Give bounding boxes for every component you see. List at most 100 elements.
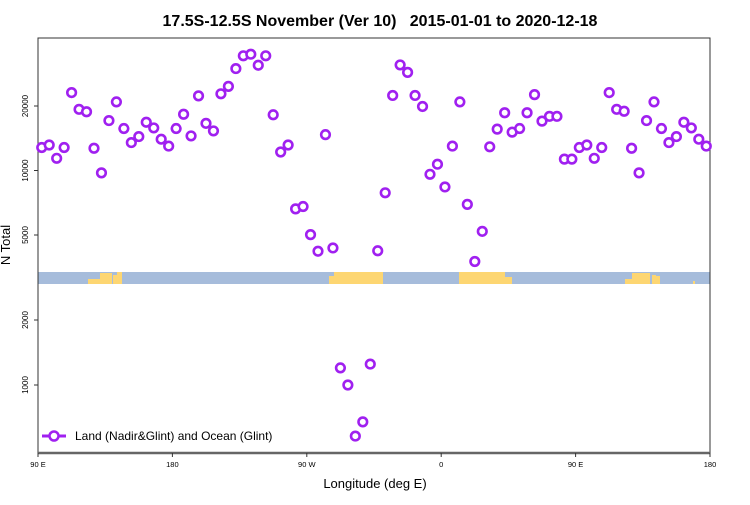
x-tick-label: 0	[439, 460, 443, 469]
data-point	[260, 50, 272, 62]
data-point	[297, 200, 309, 213]
data-point	[178, 108, 190, 120]
data-point	[379, 187, 391, 199]
land-ocean-band	[38, 272, 710, 284]
data-point	[185, 130, 197, 142]
data-point	[693, 133, 705, 145]
data-point	[207, 125, 220, 137]
data-point	[110, 96, 122, 108]
legend-label: Land (Nadir&Glint) and Ocean (Glint)	[75, 429, 272, 443]
x-axis-label: Longitude (deg E)	[323, 476, 426, 491]
data-point	[95, 167, 108, 179]
y-tick-label: 20000	[21, 94, 30, 117]
land-segment	[652, 275, 656, 284]
data-point	[170, 122, 182, 135]
data-point	[312, 245, 324, 257]
data-point	[282, 139, 294, 151]
data-point	[275, 146, 287, 158]
data-point	[551, 110, 563, 122]
data-point	[334, 362, 347, 374]
data-point	[521, 107, 533, 119]
data-point	[372, 245, 384, 257]
data-point	[409, 89, 421, 102]
data-point	[700, 140, 712, 152]
land-segment	[329, 276, 335, 284]
land-segment	[100, 273, 112, 284]
land-segment	[693, 281, 695, 284]
data-point	[200, 117, 212, 129]
data-point	[424, 168, 436, 180]
data-point	[528, 89, 541, 101]
data-point	[678, 116, 690, 128]
data-point	[640, 114, 653, 127]
data-point	[215, 88, 227, 100]
data-point	[431, 158, 444, 170]
land-segment	[505, 277, 512, 284]
data-point	[349, 430, 361, 442]
data-point	[536, 115, 548, 127]
data-point	[43, 139, 55, 151]
data-point	[103, 114, 115, 127]
data-point	[513, 122, 526, 135]
land-segment	[117, 272, 122, 284]
data-point	[439, 181, 451, 193]
data-point	[454, 96, 466, 108]
land-segment	[334, 272, 383, 284]
data-point	[394, 59, 406, 71]
data-point	[163, 140, 175, 152]
data-point	[192, 90, 205, 102]
land-segment	[459, 272, 505, 284]
y-tick-label: 5000	[21, 226, 30, 244]
data-point	[51, 152, 63, 164]
y-tick-label: 1000	[21, 376, 30, 394]
x-axis: 90 E 180 90 W 0 90 E 180	[30, 453, 716, 469]
land-segment	[625, 279, 633, 284]
land-segment	[88, 279, 104, 284]
data-points	[36, 48, 712, 442]
data-point	[499, 107, 511, 119]
data-point	[148, 122, 160, 134]
data-point	[581, 139, 593, 151]
data-point	[655, 122, 668, 135]
x-tick-label: 180	[166, 460, 179, 469]
data-point	[222, 80, 234, 92]
data-point	[65, 86, 78, 99]
data-point	[125, 136, 137, 149]
data-point	[267, 109, 279, 121]
data-point	[476, 225, 488, 237]
data-point	[648, 96, 660, 108]
data-point	[387, 89, 399, 102]
data-point	[155, 133, 167, 145]
data-point	[230, 62, 242, 75]
y-tick-label: 2000	[21, 311, 30, 329]
data-point	[603, 86, 615, 99]
data-point	[80, 106, 93, 118]
data-point	[252, 59, 264, 71]
data-point	[88, 142, 100, 154]
legend: Land (Nadir&Glint) and Ocean (Glint)	[42, 429, 272, 443]
land-segment	[632, 273, 650, 284]
data-point	[446, 140, 459, 152]
y-axis: 5000 10000 20000 1000 2000	[21, 94, 38, 394]
data-point	[663, 136, 675, 149]
data-point	[618, 105, 630, 117]
data-point	[58, 141, 70, 154]
data-point	[342, 379, 354, 391]
x-tick-label: 90 E	[30, 460, 45, 469]
land-segment	[113, 275, 117, 284]
data-point	[461, 198, 473, 210]
legend-marker	[48, 430, 60, 442]
data-point	[364, 358, 376, 370]
data-point	[133, 130, 145, 143]
data-point	[319, 129, 332, 141]
data-point	[491, 123, 503, 135]
data-point	[357, 416, 369, 428]
land-segment	[656, 276, 660, 284]
data-point	[596, 141, 608, 154]
data-point	[304, 229, 317, 241]
data-point	[416, 100, 429, 113]
x-tick-label: 90 E	[568, 460, 583, 469]
data-point	[402, 66, 414, 78]
data-point	[118, 122, 130, 135]
data-point	[484, 141, 496, 153]
